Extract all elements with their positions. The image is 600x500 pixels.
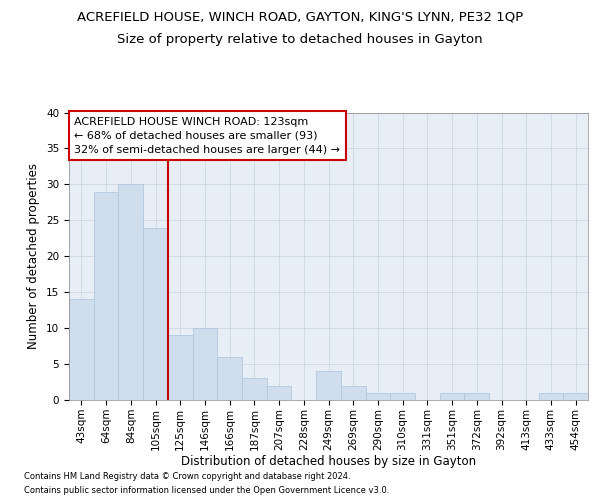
Bar (267, 386, 292, 400)
Bar (143, 228, 168, 400)
Text: ACREFIELD HOUSE WINCH ROAD: 123sqm
← 68% of detached houses are smaller (93)
32%: ACREFIELD HOUSE WINCH ROAD: 123sqm ← 68%… (74, 117, 340, 155)
Bar (193, 328, 217, 400)
Bar (69, 300, 94, 400)
Bar (242, 378, 267, 400)
Bar (341, 386, 365, 400)
Bar (539, 393, 563, 400)
Bar (440, 393, 464, 400)
Bar (217, 357, 242, 400)
Text: Contains HM Land Registry data © Crown copyright and database right 2024.: Contains HM Land Registry data © Crown c… (24, 472, 350, 481)
Bar (563, 393, 588, 400)
Bar (94, 192, 118, 400)
Bar (316, 371, 341, 400)
Bar (365, 393, 390, 400)
Bar (168, 336, 193, 400)
Text: ACREFIELD HOUSE, WINCH ROAD, GAYTON, KING'S LYNN, PE32 1QP: ACREFIELD HOUSE, WINCH ROAD, GAYTON, KIN… (77, 11, 523, 24)
Bar (118, 184, 143, 400)
X-axis label: Distribution of detached houses by size in Gayton: Distribution of detached houses by size … (181, 456, 476, 468)
Text: Size of property relative to detached houses in Gayton: Size of property relative to detached ho… (117, 32, 483, 46)
Text: Contains public sector information licensed under the Open Government Licence v3: Contains public sector information licen… (24, 486, 389, 495)
Bar (390, 393, 415, 400)
Bar (464, 393, 489, 400)
Y-axis label: Number of detached properties: Number of detached properties (28, 163, 40, 350)
